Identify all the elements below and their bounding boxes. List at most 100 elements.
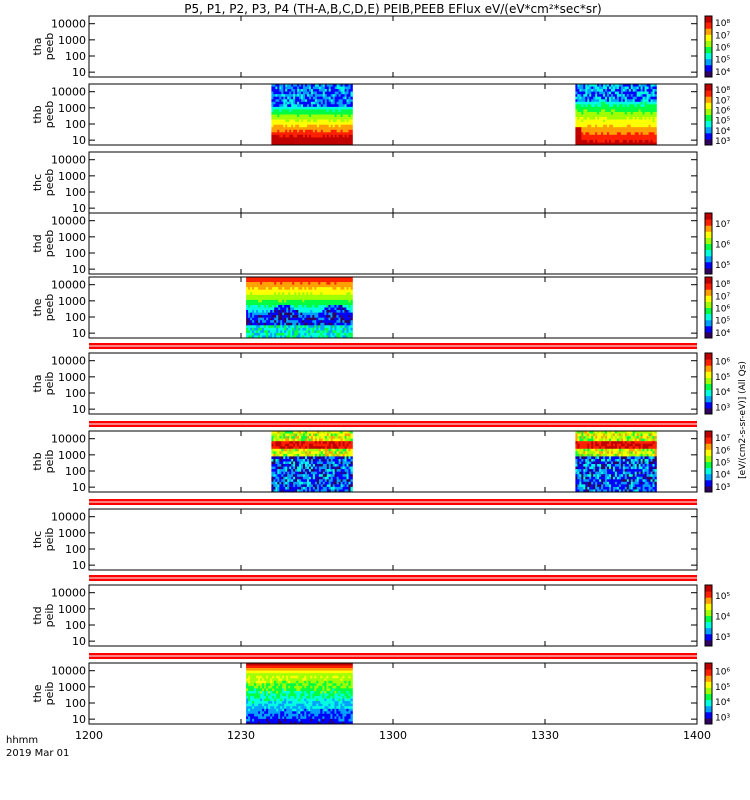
spectrogram-cell: [324, 117, 328, 120]
spectrogram-cell: [273, 119, 276, 123]
colorbar-cell: [705, 131, 712, 134]
spectrogram-cell: [346, 453, 349, 457]
spectrogram-cell: [283, 486, 286, 490]
spectrogram-cell: [607, 86, 610, 90]
spectrogram-cell: [314, 287, 317, 290]
spectrogram-cell: [299, 106, 302, 110]
spectrogram-cell: [342, 448, 345, 452]
spectrogram-cell: [595, 448, 598, 452]
spectrogram-cell: [246, 330, 249, 334]
spectrogram-cell: [622, 109, 626, 113]
spectrogram-cell: [601, 89, 604, 92]
spectrogram-cell: [281, 456, 284, 460]
spectrogram-cell: [287, 471, 290, 475]
spectrogram-cell: [346, 127, 349, 130]
spectrogram-cell: [603, 124, 606, 128]
spectrogram-cell: [284, 294, 287, 298]
spectrogram-cell: [288, 315, 291, 318]
spectrogram-cell: [348, 479, 351, 483]
spectrogram-cell: [346, 99, 349, 103]
spectrogram-cell: [316, 320, 319, 323]
spectrogram-cell: [316, 109, 320, 113]
spectrogram-cell: [346, 481, 349, 485]
spectrogram-cell: [318, 305, 321, 308]
spectrogram-cell: [252, 332, 255, 336]
spectrogram-cell: [322, 464, 326, 467]
panel-product-label: peeb: [43, 33, 56, 61]
spectrogram-cell: [312, 320, 315, 323]
spectrogram-cell: [309, 466, 312, 470]
spectrogram-cell: [646, 114, 649, 118]
spectrogram-cell: [601, 86, 604, 90]
spectrogram-cell: [266, 327, 269, 331]
spectrogram-cell: [309, 86, 312, 90]
spectrogram-cell: [314, 89, 318, 92]
spectrogram-cell: [579, 99, 582, 103]
spectrogram-cell: [350, 310, 353, 313]
spectrogram-cell: [275, 441, 278, 444]
spectrogram-cell: [320, 307, 323, 311]
spectrogram-cell: [304, 284, 307, 288]
spectrogram-cell: [275, 124, 278, 128]
spectrogram-cell: [292, 287, 295, 290]
spectrogram-cell: [281, 464, 284, 467]
spectrogram-cell: [614, 104, 618, 108]
spectrogram-cell: [312, 443, 316, 447]
spectrogram-cell: [293, 86, 296, 90]
spectrogram-cell: [316, 317, 319, 321]
spectrogram-cell: [299, 489, 302, 493]
spectrogram-cell: [346, 114, 349, 118]
spectrogram-cell: [246, 299, 249, 303]
spectrogram-cell: [579, 436, 582, 439]
spectrogram-cell: [310, 96, 314, 100]
spectrogram-cell: [297, 476, 300, 480]
spectrogram-cell: [636, 127, 639, 130]
spectrogram-cell: [316, 474, 320, 477]
spectrogram-cell: [300, 325, 303, 329]
spectrogram-cell: [591, 431, 594, 434]
spectrogram-cell: [285, 122, 288, 125]
spectrogram-cell: [316, 305, 319, 308]
spectrogram-cell: [246, 322, 249, 326]
spectrogram-cell: [587, 101, 590, 105]
spectrogram-cell: [299, 474, 302, 477]
spectrogram-cell: [330, 127, 333, 130]
spectrogram-cell: [298, 294, 301, 298]
spectrogram-cell: [298, 310, 301, 313]
spectrogram-cell: [350, 96, 353, 100]
spectrogram-cell: [285, 484, 288, 488]
spectrogram-cell: [287, 474, 290, 477]
spectrogram-cell: [338, 332, 341, 336]
spectrogram-cell: [603, 453, 606, 457]
spectrogram-cell: [650, 117, 653, 120]
spectrogram-cell: [276, 320, 279, 323]
spectrogram-cell: [296, 294, 299, 298]
spectrogram-cell: [282, 289, 285, 293]
spectrogram-cell: [314, 335, 317, 339]
spectrogram-cell: [607, 109, 610, 113]
spectrogram-cell: [654, 96, 657, 100]
spectrogram-cell: [283, 96, 286, 100]
spectrogram-cell: [350, 469, 353, 472]
spectrogram-cell: [344, 489, 347, 493]
spectrogram-cell: [254, 322, 257, 326]
spectrogram-cell: [310, 142, 314, 146]
spectrogram-cell: [338, 91, 341, 95]
spectrogram-cell: [348, 104, 351, 108]
spectrogram-cell: [334, 479, 337, 483]
spectrogram-cell: [575, 104, 578, 108]
spectrogram-cell: [622, 443, 626, 447]
spectrogram-cell: [618, 94, 622, 97]
spectrogram-cell: [275, 484, 278, 488]
spectrogram-cell: [324, 305, 327, 308]
spectrogram-cell: [346, 302, 349, 306]
spectrogram-cell: [328, 114, 331, 118]
spectrogram-cell: [324, 489, 328, 493]
spectrogram-cell: [299, 99, 302, 103]
spectrogram-cell: [609, 139, 612, 143]
spectrogram-cell: [279, 469, 282, 472]
spectrogram-cell: [310, 101, 314, 105]
spectrogram-cell: [579, 137, 582, 141]
spectrogram-cell: [350, 312, 353, 316]
spectrogram-cell: [620, 433, 624, 437]
